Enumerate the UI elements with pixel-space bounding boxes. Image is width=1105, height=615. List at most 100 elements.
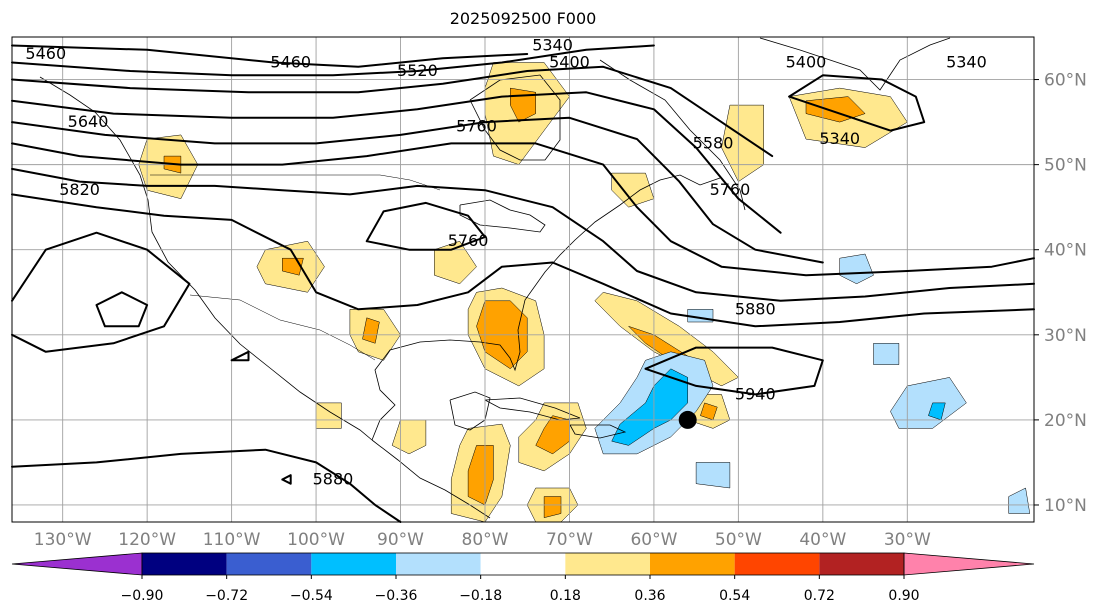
contour-label: 5520 bbox=[397, 61, 438, 80]
latitude-label: 20°N bbox=[1044, 411, 1087, 431]
longitude-label: 50°W bbox=[715, 530, 762, 550]
longitude-label: 60°W bbox=[630, 530, 677, 550]
contour-line bbox=[11, 91, 782, 234]
latitude-label: 40°N bbox=[1044, 241, 1087, 261]
contour-label: 5880 bbox=[735, 299, 776, 318]
precip-area bbox=[839, 253, 874, 285]
contour-line bbox=[365, 201, 486, 251]
colorbar-swatch bbox=[734, 553, 820, 575]
latitude-label: 50°N bbox=[1044, 156, 1087, 176]
colorbar-tick-label: −0.54 bbox=[290, 588, 333, 604]
hispaniola bbox=[569, 424, 627, 439]
latitude-label: 10°N bbox=[1044, 496, 1087, 516]
us-canada-border bbox=[150, 174, 441, 191]
contour-line bbox=[11, 193, 1035, 328]
colorbar-tick-label: 0.54 bbox=[719, 588, 750, 604]
contour-label: 5760 bbox=[456, 116, 497, 135]
colorbar-tick-label: 0.72 bbox=[804, 588, 835, 604]
precip-area bbox=[1008, 487, 1031, 514]
precip-area bbox=[362, 317, 380, 344]
longitude-label: 90°W bbox=[377, 530, 424, 550]
contour-label: 5640 bbox=[68, 112, 109, 131]
longitude-label: 80°W bbox=[462, 530, 509, 550]
precip-area bbox=[873, 343, 900, 365]
contour-label: 5880 bbox=[313, 469, 354, 488]
longitude-label: 70°W bbox=[546, 530, 593, 550]
precip-area bbox=[543, 496, 562, 519]
colorbar-swatch bbox=[480, 553, 566, 575]
precip-area bbox=[611, 368, 688, 446]
contour-label: 5460 bbox=[25, 44, 66, 63]
colorbar-swatch bbox=[142, 553, 227, 575]
contour-label: 5820 bbox=[59, 180, 100, 199]
colorbar-tick-label: −0.36 bbox=[375, 588, 418, 604]
contour-label: 5340 bbox=[946, 53, 987, 72]
contour-label: 5460 bbox=[270, 53, 311, 72]
colorbar-swatch bbox=[311, 553, 396, 575]
contour-label: 5340 bbox=[532, 36, 573, 55]
colorbar: −0.90 −0.72 −0.54 −0.36 −0.18 0.18 0.36 0.54 0.7… bbox=[11, 552, 1035, 604]
longitude-label: 30°W bbox=[884, 530, 931, 550]
colorbar-tick-label: −0.72 bbox=[205, 588, 248, 604]
contour-line bbox=[11, 142, 1035, 277]
precip-area bbox=[611, 172, 655, 208]
great-lakes bbox=[459, 199, 546, 233]
coastline-layer bbox=[39, 37, 951, 519]
colorbar-swatch bbox=[650, 553, 735, 575]
central-america-coast bbox=[371, 439, 491, 519]
contour-label: 5940 bbox=[735, 384, 776, 403]
longitude-label: 40°W bbox=[799, 530, 846, 550]
greenland bbox=[759, 37, 951, 91]
precip-area bbox=[391, 419, 427, 455]
colorbar-extend-low bbox=[11, 552, 143, 576]
latitude-label: 60°N bbox=[1044, 71, 1087, 91]
contour-line bbox=[230, 350, 250, 362]
longitude-label: 130°W bbox=[34, 530, 92, 550]
contour-line bbox=[281, 474, 292, 485]
longitude-labels: 130°W 120°W 110°W 100°W 90°W 80°W 70°W 60°W 50°W… bbox=[34, 530, 931, 550]
colorbar-tick-label: −0.18 bbox=[459, 588, 502, 604]
contour-line bbox=[11, 231, 191, 353]
storm-position-marker bbox=[678, 410, 697, 429]
colorbar-tick-label: −0.90 bbox=[121, 588, 164, 604]
colorbar-tick-label: 0.90 bbox=[888, 588, 919, 604]
colorbar-swatch bbox=[819, 553, 904, 575]
graticule bbox=[12, 37, 1034, 522]
map-frame bbox=[11, 36, 1035, 523]
precip-area bbox=[721, 104, 764, 182]
colorbar-swatch bbox=[396, 553, 481, 575]
geopotential-height-contours bbox=[11, 44, 1035, 523]
precip-area bbox=[434, 240, 477, 285]
precip-anomaly-layer bbox=[138, 62, 1031, 523]
contour-line bbox=[11, 116, 824, 264]
contour-line bbox=[11, 448, 402, 523]
contour-line bbox=[644, 346, 824, 396]
labrador-coast bbox=[599, 59, 746, 211]
contour-label: 5340 bbox=[819, 129, 860, 148]
latitude-labels: 60°N 50°N 40°N 30°N 20°N 10°N bbox=[1034, 71, 1087, 516]
colorbar-frame bbox=[141, 552, 905, 576]
north-america-coastline bbox=[39, 76, 373, 441]
colorbar-swatch bbox=[226, 553, 312, 575]
precip-area bbox=[890, 377, 967, 429]
contour-label: 5760 bbox=[448, 231, 489, 250]
contour-line bbox=[95, 291, 149, 328]
map-title: 2025092500 F000 bbox=[449, 9, 597, 28]
contour-line bbox=[11, 44, 655, 77]
contour-label: 5580 bbox=[693, 133, 734, 152]
colorbar-tick-label: 0.18 bbox=[550, 588, 581, 604]
contour-line bbox=[788, 74, 926, 132]
gulf-coast bbox=[371, 174, 721, 441]
colorbar-extend-high bbox=[903, 552, 1035, 576]
colorbar-swatch bbox=[565, 553, 650, 575]
contour-label: 5400 bbox=[786, 53, 827, 72]
precip-area bbox=[315, 402, 342, 429]
longitude-label: 100°W bbox=[287, 530, 345, 550]
hudson-bay bbox=[469, 74, 561, 161]
contour-label: 5400 bbox=[549, 53, 590, 72]
contour-line bbox=[11, 167, 1035, 302]
yucatan bbox=[449, 391, 491, 431]
cuba bbox=[484, 397, 581, 421]
precip-area bbox=[695, 462, 731, 489]
